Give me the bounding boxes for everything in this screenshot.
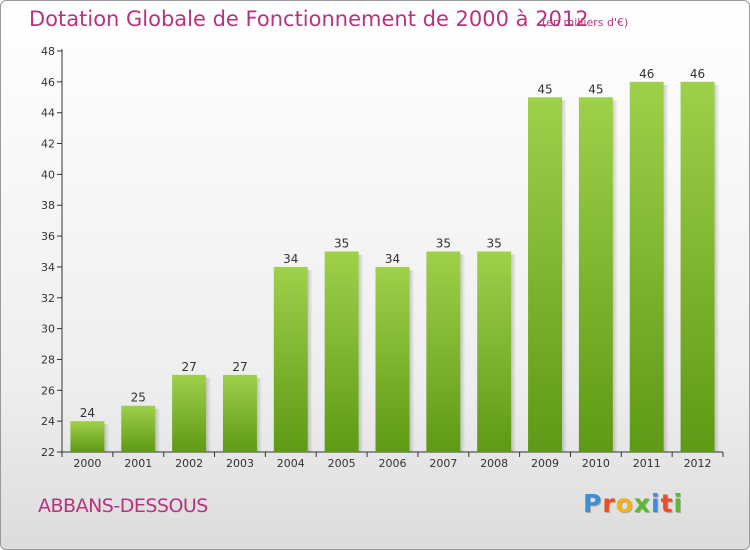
data-label: 45: [537, 82, 552, 96]
x-tick-label: 2000: [73, 457, 101, 470]
y-tick-label: 24: [41, 415, 55, 428]
x-tick-label: 2006: [379, 457, 407, 470]
bar-shadow: [562, 100, 568, 453]
chart-title: Dotation Globale de Fonctionnement de 20…: [29, 7, 589, 31]
chart-subtitle: (en milliers d'€): [542, 16, 629, 29]
bar-shadow: [206, 377, 212, 452]
logo-letter: i: [651, 489, 661, 518]
y-tick-label: 40: [41, 168, 55, 181]
x-tick-label: 2008: [480, 457, 508, 470]
y-tick-label: 32: [41, 292, 55, 305]
x-tick-label: 2012: [684, 457, 712, 470]
bar: [426, 251, 461, 452]
bar: [222, 374, 257, 452]
y-tick-label: 26: [41, 384, 55, 397]
x-tick-label: 2010: [582, 457, 610, 470]
bar-shadow: [511, 254, 517, 452]
logo-letter: i: [673, 489, 684, 518]
data-label: 46: [639, 67, 654, 81]
bar: [629, 81, 664, 452]
y-tick-label: 38: [41, 199, 55, 212]
y-tick-label: 48: [41, 45, 55, 58]
logo-letter: P: [583, 489, 603, 518]
data-label: 45: [588, 82, 603, 96]
data-label: 27: [232, 360, 247, 374]
bar: [375, 266, 410, 452]
x-tick-label: 2011: [633, 457, 661, 470]
data-label: 34: [385, 252, 400, 266]
proxiti-logo: Proxiti: [583, 489, 683, 518]
y-tick-label: 46: [41, 76, 55, 89]
y-tick-label: 34: [41, 261, 55, 274]
x-tick-label: 2005: [328, 457, 356, 470]
bar: [172, 374, 207, 452]
data-label: 35: [487, 237, 502, 251]
data-label: 34: [283, 252, 298, 266]
x-tick-label: 2002: [175, 457, 203, 470]
y-tick-label: 22: [41, 446, 55, 459]
bar-shadow: [256, 377, 262, 452]
bar-shadow: [104, 424, 110, 452]
x-tick-label: 2001: [124, 457, 152, 470]
bar-shadow: [358, 254, 364, 452]
y-tick-label: 44: [41, 107, 55, 120]
data-label: 27: [181, 360, 196, 374]
logo-letter: t: [660, 489, 674, 518]
bar-shadow: [612, 100, 618, 453]
bar: [578, 97, 613, 453]
bar: [121, 405, 156, 452]
bar: [477, 251, 512, 452]
bars: [70, 81, 720, 453]
data-label: 35: [436, 237, 451, 251]
y-tick-label: 28: [41, 353, 55, 366]
data-label: 24: [80, 406, 95, 420]
bar-shadow: [307, 269, 313, 452]
x-tick-label: 2009: [531, 457, 559, 470]
data-label: 25: [131, 391, 146, 405]
bar-shadow: [663, 84, 669, 452]
bar: [324, 251, 359, 452]
x-tick-label: 2004: [277, 457, 305, 470]
commune-name: ABBANS-DESSOUS: [38, 495, 208, 517]
x-axis: 2000 2001 2002 2003 2004 2005 2006 2007 2008 2009…: [61, 451, 724, 470]
y-tick-label: 30: [41, 323, 55, 336]
x-tick-label: 2003: [226, 457, 254, 470]
bar-shadow: [714, 84, 720, 452]
y-axis: 22 24 26 28 30 32 34 36 38 40 42 44 46 48: [41, 45, 63, 459]
data-labels: 24 25 27 27 34 35 34 35 35 45 45 46 46: [80, 67, 705, 420]
bar: [528, 97, 563, 453]
logo-letter: r: [602, 489, 616, 518]
y-tick-label: 42: [41, 138, 55, 151]
bar: [680, 81, 715, 452]
data-label: 35: [334, 237, 349, 251]
x-tick-label: 2007: [429, 457, 457, 470]
bar-shadow: [155, 408, 161, 452]
bar-shadow: [460, 254, 466, 452]
logo-letter: x: [633, 489, 651, 518]
bar: [70, 421, 105, 452]
logo-letter: o: [615, 489, 634, 518]
data-label: 46: [690, 67, 705, 81]
bar: [273, 266, 308, 452]
y-tick-label: 36: [41, 230, 55, 243]
bar-shadow: [409, 269, 415, 452]
